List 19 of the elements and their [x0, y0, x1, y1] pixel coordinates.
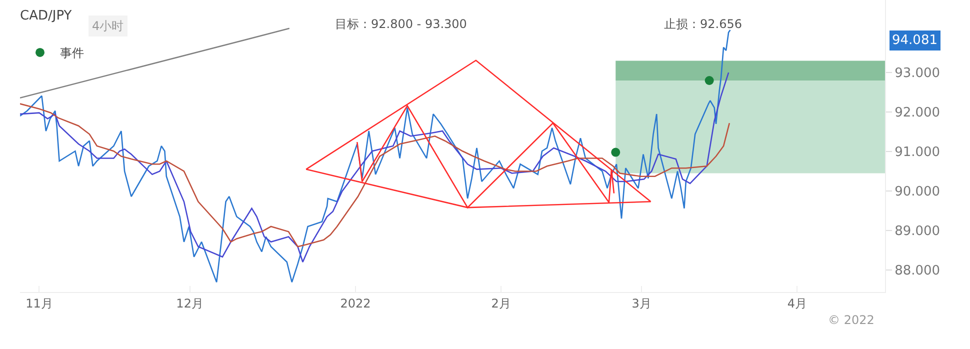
- annotation: 止损：92.656: [664, 17, 742, 31]
- text: 94.081: [892, 33, 938, 48]
- y-tick-label: 90.000: [894, 184, 940, 200]
- y-tick-label: 89.000: [894, 224, 940, 239]
- text: © 2022: [828, 313, 874, 327]
- y-tick-label: 92.000: [894, 106, 940, 121]
- y-tick-label: 93.000: [894, 66, 940, 82]
- x-tick-label: 2月: [491, 296, 511, 310]
- x-tick-label: 3月: [632, 296, 652, 310]
- y-tick-label: 88.000: [894, 263, 940, 278]
- annotation: 目标：92.800 - 93.300: [335, 17, 467, 31]
- text: CAD/JPY: [20, 8, 72, 24]
- x-tick-label: 11月: [26, 296, 53, 310]
- x-tick-label: 12月: [176, 296, 204, 310]
- y-tick-label: 91.000: [894, 145, 940, 160]
- legend-label: 事件: [60, 46, 84, 60]
- text: 4小时: [92, 19, 124, 33]
- x-tick-label: 2022: [340, 296, 371, 310]
- x-tick-label: 4月: [787, 296, 807, 310]
